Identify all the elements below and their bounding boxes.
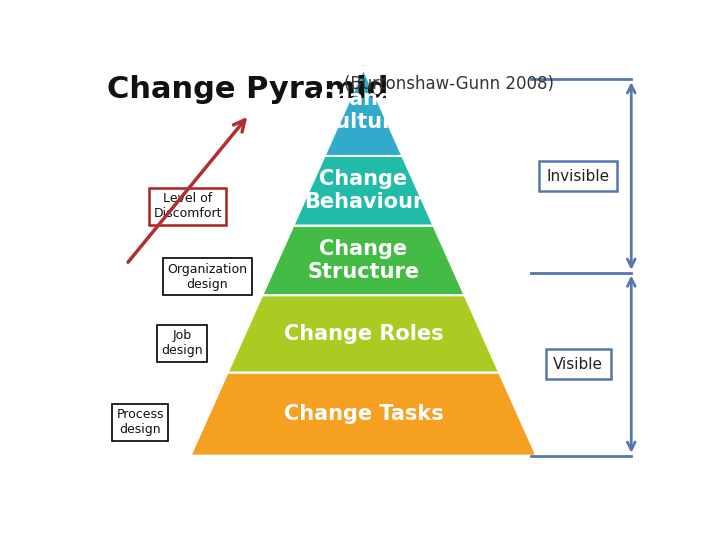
Text: Change
Behaviour: Change Behaviour <box>304 169 423 212</box>
Text: Change Roles: Change Roles <box>284 324 444 344</box>
Polygon shape <box>325 50 402 156</box>
Polygon shape <box>293 156 433 226</box>
Polygon shape <box>262 226 464 295</box>
Text: Level of
Discomfort: Level of Discomfort <box>153 192 222 220</box>
Text: Change
Structure: Change Structure <box>307 239 420 282</box>
Text: Change Pyramid: Change Pyramid <box>107 75 388 104</box>
Polygon shape <box>190 373 536 456</box>
Text: Organization
design: Organization design <box>167 263 247 291</box>
Text: Change Tasks: Change Tasks <box>284 404 444 424</box>
Text: (Burtonshaw-Gunn 2008): (Burtonshaw-Gunn 2008) <box>344 75 554 93</box>
Text: Visible: Visible <box>553 357 603 372</box>
Text: Invisible: Invisible <box>546 168 610 184</box>
Text: Process
design: Process design <box>117 408 164 436</box>
Text: Job
design: Job design <box>161 329 203 357</box>
Polygon shape <box>228 295 499 373</box>
Text: Change
Culture: Change Culture <box>320 89 408 132</box>
